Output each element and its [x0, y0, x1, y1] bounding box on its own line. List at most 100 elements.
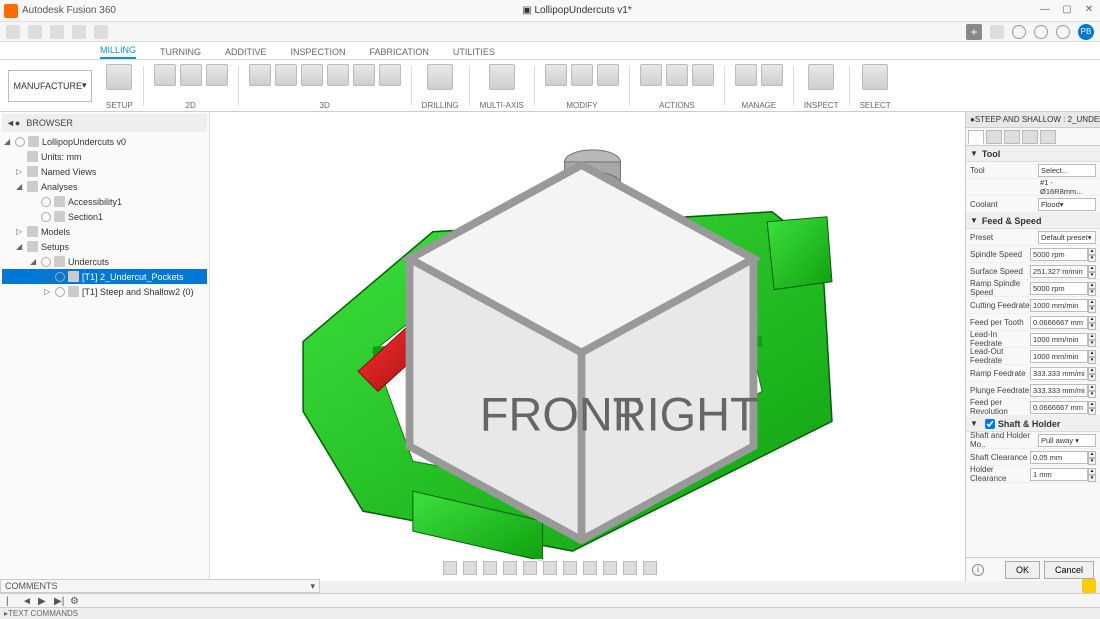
2d-icon[interactable] [154, 64, 176, 86]
timeline-play-icon[interactable]: ▶ [38, 596, 48, 606]
undo-icon[interactable] [72, 25, 86, 39]
look-icon[interactable] [523, 561, 537, 575]
tab-turning[interactable]: TURNING [160, 45, 201, 59]
input-1[interactable]: 251.327 m/min [1030, 265, 1088, 278]
timeline-start-icon[interactable]: |◄ [6, 596, 16, 606]
viewports-icon[interactable] [603, 561, 617, 575]
grid-icon[interactable] [6, 25, 20, 39]
tool-select-button[interactable]: Select... [1038, 164, 1096, 177]
modify-icon[interactable] [545, 64, 567, 86]
timeline-next-icon[interactable]: ▶| [54, 596, 64, 606]
input-5[interactable]: 1000 mm/min [1030, 333, 1088, 346]
tree-accessibility[interactable]: Accessibility1 [2, 194, 207, 209]
fit-icon[interactable] [503, 561, 517, 575]
tree-models[interactable]: ▷Models [2, 224, 207, 239]
shaft-input-1[interactable]: 0.05 mm [1030, 451, 1088, 464]
panel-tab-passes[interactable] [1022, 130, 1038, 144]
viewport[interactable]: FRONT RIGHT [210, 112, 965, 581]
panel-tab-linking[interactable] [1040, 130, 1056, 144]
minimize-icon[interactable]: — [1038, 4, 1052, 18]
tree-root[interactable]: ◢LollipopUndercuts v0 [2, 134, 207, 149]
actions-icon-3[interactable] [692, 64, 714, 86]
snap-icon[interactable] [583, 561, 597, 575]
view-cube[interactable]: FRONT RIGHT [210, 118, 959, 581]
user-avatar[interactable]: PB [1078, 24, 1094, 40]
input-2[interactable]: 5000 rpm [1030, 282, 1088, 295]
workspace-switcher[interactable]: MANUFACTURE ▾ [8, 70, 92, 102]
timeline-settings-icon[interactable]: ⚙ [70, 596, 80, 606]
input-6[interactable]: 1000 mm/min [1030, 350, 1088, 363]
shaft-holder-checkbox[interactable] [985, 419, 995, 429]
grid-icon[interactable] [563, 561, 577, 575]
input-4[interactable]: 0.0666667 mm [1030, 316, 1088, 329]
preset-select[interactable]: Default preset▾ [1038, 231, 1096, 244]
tab-milling[interactable]: MILLING [100, 43, 136, 59]
tab-additive[interactable]: ADDITIVE [225, 45, 267, 59]
manage-icon[interactable] [735, 64, 757, 86]
tab-inspection[interactable]: INSPECTION [291, 45, 346, 59]
new-tab-button[interactable]: + [966, 24, 982, 40]
warning-icon[interactable] [1082, 579, 1096, 593]
camera-icon[interactable] [643, 561, 657, 575]
orbit-icon[interactable] [443, 561, 457, 575]
tree-setups[interactable]: ◢Setups [2, 239, 207, 254]
shaft-input-2[interactable]: 1 mm [1030, 468, 1088, 481]
browser-header[interactable]: ◄●BROWSER [2, 114, 207, 132]
drilling-icon[interactable] [427, 64, 453, 90]
coolant-select[interactable]: Flood ▾ [1038, 198, 1096, 211]
file-icon[interactable] [28, 25, 42, 39]
select-icon[interactable] [862, 64, 888, 90]
input-9[interactable]: 0.0666667 mm [1030, 401, 1088, 414]
manage-icon-2[interactable] [761, 64, 783, 86]
actions-icon[interactable] [640, 64, 662, 86]
input-7[interactable]: 333.333 mm/mi [1030, 367, 1088, 380]
effects-icon[interactable] [623, 561, 637, 575]
3d-icon[interactable] [249, 64, 271, 86]
input-8[interactable]: 333.333 mm/mi [1030, 384, 1088, 397]
3d-icon-3[interactable] [301, 64, 323, 86]
tree-analyses[interactable]: ◢Analyses [2, 179, 207, 194]
pan-icon[interactable] [463, 561, 477, 575]
save-icon[interactable] [50, 25, 64, 39]
panel-tab-geometry[interactable] [986, 130, 1002, 144]
job-status-icon[interactable] [1034, 25, 1048, 39]
modify-icon-2[interactable] [571, 64, 593, 86]
help-icon[interactable] [1056, 25, 1070, 39]
3d-icon-4[interactable] [327, 64, 349, 86]
redo-icon[interactable] [94, 25, 108, 39]
tree-named-views[interactable]: ▷Named Views [2, 164, 207, 179]
tree-op-undercut-pockets[interactable]: ▷[T1] 2_Undercut_Pockets [2, 269, 207, 284]
inspect-icon[interactable] [808, 64, 834, 90]
panel-tab-heights[interactable] [1004, 130, 1020, 144]
section-shaft-holder[interactable]: ▼ Shaft & Holder [966, 416, 1100, 432]
3d-icon-6[interactable] [379, 64, 401, 86]
2d-icon-2[interactable] [180, 64, 202, 86]
maximize-icon[interactable]: ▢ [1060, 4, 1074, 18]
tab-utilities[interactable]: UTILITIES [453, 45, 495, 59]
extensions-icon[interactable] [990, 25, 1004, 39]
tree-units[interactable]: Units: mm [2, 149, 207, 164]
ok-button[interactable]: OK [1005, 561, 1040, 579]
notifications-icon[interactable] [1012, 25, 1026, 39]
input-3[interactable]: 1000 mm/min [1030, 299, 1088, 312]
tree-setup-undercuts[interactable]: ◢Undercuts [2, 254, 207, 269]
comments-bar[interactable]: COMMENTS▾ [0, 579, 320, 593]
actions-icon-2[interactable] [666, 64, 688, 86]
close-icon[interactable]: ✕ [1082, 4, 1096, 18]
section-tool[interactable]: ▼Tool [966, 146, 1100, 162]
text-commands-bar[interactable]: ▸ TEXT COMMANDS [0, 607, 1100, 619]
tree-op-steep-shallow[interactable]: ▷[T1] Steep and Shallow2 (0) [2, 284, 207, 299]
3d-icon-2[interactable] [275, 64, 297, 86]
cancel-button[interactable]: Cancel [1044, 561, 1094, 579]
input-0[interactable]: 5000 rpm [1030, 248, 1088, 261]
shaft-input-0[interactable]: Pull away ▾ [1038, 434, 1096, 447]
modify-icon-3[interactable] [597, 64, 619, 86]
setup-icon[interactable] [106, 64, 132, 90]
3d-icon-5[interactable] [353, 64, 375, 86]
timeline-prev-icon[interactable]: ◄ [22, 596, 32, 606]
display-icon[interactable] [543, 561, 557, 575]
multiaxis-icon[interactable] [489, 64, 515, 90]
zoom-icon[interactable] [483, 561, 497, 575]
tree-section[interactable]: Section1 [2, 209, 207, 224]
tab-fabrication[interactable]: FABRICATION [370, 45, 429, 59]
